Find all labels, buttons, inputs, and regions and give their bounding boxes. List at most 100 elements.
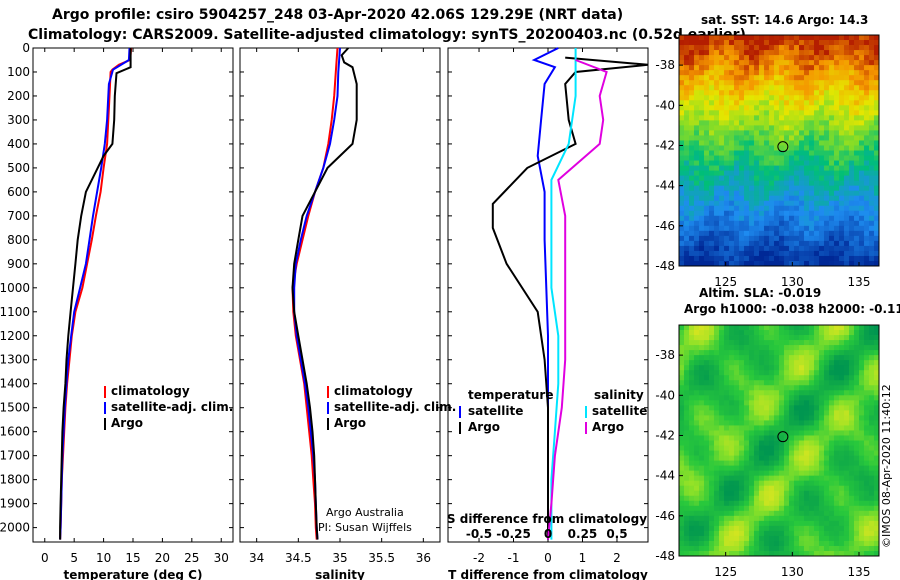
sla_map-cell [779, 330, 785, 336]
sst_map-cell [689, 185, 695, 192]
sst_map-cell [704, 160, 710, 166]
sst_map-cell [744, 170, 750, 177]
sst_map-cell [794, 100, 800, 106]
sla_map-cell [864, 500, 870, 507]
sst_map-cell [814, 150, 820, 156]
sst_map-cell [874, 95, 880, 101]
sst_map-cell [854, 65, 860, 71]
sla_map-cell [784, 350, 790, 356]
sla_map-cell [699, 470, 705, 477]
sst_map-cell [804, 210, 810, 217]
sst_map-cell [774, 40, 780, 46]
sst_map-cell [689, 240, 695, 247]
sst_map-cell [804, 215, 810, 222]
sst_map-cell [874, 105, 880, 111]
sla_map-cell [824, 530, 830, 537]
sla_map-cell [849, 355, 855, 361]
sst_map-cell [694, 55, 700, 61]
sla_map-cell [679, 390, 685, 396]
sst_map-cell [799, 50, 805, 56]
sst_map-cell [824, 35, 830, 41]
sla_map-cell [819, 535, 825, 542]
sst_map-cell [859, 180, 865, 187]
sst_map-cell [859, 100, 865, 106]
sla_map-cell [709, 490, 715, 497]
sla_map-cell [824, 425, 830, 431]
sst_map-cell [809, 40, 815, 46]
sst_map-cell [754, 200, 760, 207]
sst_map-cell [789, 125, 795, 131]
sst_map-cell [829, 260, 835, 267]
sst_map-cell [759, 225, 765, 232]
sla_map-cell [814, 410, 820, 416]
sla_map-cell [739, 380, 745, 386]
sst_map-cell [694, 150, 700, 156]
sla_map-cell [699, 335, 705, 341]
sst_map-cell [804, 70, 810, 76]
sla_map-cell [714, 410, 720, 416]
sla_map-cell [774, 490, 780, 497]
sst_map-cell [804, 170, 810, 177]
sla_map-cell [744, 365, 750, 371]
sst_map-cell [819, 220, 825, 227]
sla_map-cell [694, 435, 700, 441]
sst_map-cell [794, 70, 800, 76]
sst_map-cell [769, 150, 775, 156]
sla_map-cell [859, 520, 865, 527]
sla_map-cell [734, 395, 740, 401]
sla_map-cell [734, 545, 740, 552]
sla_map-cell [719, 545, 725, 552]
sst_map-cell [764, 160, 770, 166]
sst_map-cell [744, 190, 750, 197]
credit-argo-australia: Argo Australia [326, 506, 404, 519]
sla_map-cell [784, 355, 790, 361]
sla_map-cell [874, 435, 880, 441]
sla_map-cell [749, 485, 755, 492]
sst_map-cell [844, 200, 850, 207]
sla_map-cell [719, 400, 725, 406]
sla_map-cell [874, 545, 880, 552]
sst_map-cell [824, 155, 830, 161]
sst_map-cell [684, 255, 690, 262]
sla_map-cell [714, 380, 720, 386]
sla_map-cell [704, 335, 710, 341]
sla_map-cell [819, 470, 825, 477]
sla_map-cell [749, 430, 755, 436]
sla_map-cell [699, 385, 705, 391]
sla_map-cell [734, 330, 740, 336]
sla_map-cell [759, 535, 765, 542]
sst_map-cell [719, 110, 725, 116]
sla_map-cell [864, 460, 870, 467]
sst_map-cell [789, 45, 795, 51]
sst_map-cell [779, 160, 785, 166]
sla_map-cell [844, 355, 850, 361]
sla_map-cell [699, 365, 705, 371]
sst_map-xtick-label: 135 [848, 275, 871, 289]
sla_map-cell [729, 450, 735, 456]
sst_map-cell [684, 40, 690, 46]
sst_map-cell [799, 245, 805, 252]
sla_map-cell [759, 495, 765, 502]
sla_map-cell [839, 370, 845, 376]
sla_map-cell [749, 335, 755, 341]
sst_map-cell [699, 245, 705, 252]
sst_map-cell [799, 80, 805, 86]
sla_map-cell [759, 470, 765, 477]
sst_map-cell [844, 125, 850, 131]
sst_map-cell [819, 255, 825, 262]
sla_map-cell [779, 475, 785, 482]
sst_map-cell [784, 95, 790, 101]
sla_map-cell [814, 465, 820, 472]
sst_map-cell [859, 135, 865, 141]
sla_map-cell [684, 365, 690, 371]
sla_map-cell [699, 435, 705, 441]
sla_map-cell [854, 435, 860, 441]
sst_map-cell [809, 70, 815, 76]
sla_map-cell [709, 530, 715, 537]
sla_map-cell [844, 375, 850, 381]
sla_map-cell [864, 355, 870, 361]
sla_map-cell [854, 530, 860, 537]
sst_map-cell [749, 205, 755, 212]
sst_map-cell [729, 170, 735, 177]
sst_map-cell [689, 60, 695, 66]
